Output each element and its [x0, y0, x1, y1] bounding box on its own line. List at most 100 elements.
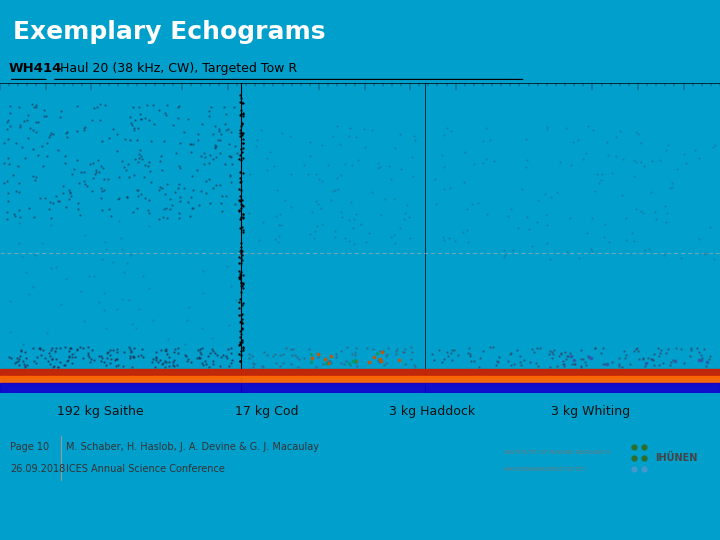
- Point: [47, 363, 58, 372]
- Point: [346, 350, 358, 359]
- Point: [62, 356, 73, 364]
- Point: [427, 350, 438, 359]
- Point: [199, 357, 211, 366]
- Point: [72, 102, 84, 110]
- Point: [235, 94, 247, 103]
- Point: [139, 194, 150, 202]
- Point: [53, 197, 65, 206]
- Point: [325, 352, 336, 360]
- Point: [276, 129, 287, 137]
- Point: [187, 204, 199, 212]
- Point: [381, 350, 392, 359]
- Point: [366, 188, 378, 197]
- Point: [15, 345, 27, 354]
- Point: [82, 348, 94, 357]
- Point: [631, 205, 642, 213]
- Point: [125, 251, 137, 260]
- Point: [0, 179, 9, 187]
- Point: [617, 155, 629, 164]
- Point: [13, 354, 24, 363]
- Point: [582, 353, 594, 361]
- Point: [163, 362, 175, 370]
- Point: [225, 153, 237, 161]
- Point: [442, 124, 454, 133]
- Point: [65, 188, 76, 197]
- Point: [127, 319, 138, 328]
- Point: [626, 228, 638, 237]
- Point: [351, 210, 362, 218]
- Point: [184, 140, 196, 149]
- Point: [585, 245, 597, 254]
- Point: [237, 138, 248, 147]
- Point: [492, 357, 503, 366]
- Point: [328, 187, 339, 195]
- Point: [174, 161, 185, 170]
- Point: [3, 159, 14, 168]
- Point: [304, 152, 315, 160]
- Point: [74, 343, 86, 352]
- Point: [598, 233, 610, 241]
- Point: [379, 361, 390, 370]
- Point: [129, 344, 140, 353]
- Point: [4, 297, 15, 306]
- Point: [10, 139, 22, 148]
- Point: [138, 352, 149, 361]
- Point: [639, 245, 651, 254]
- Point: [10, 358, 22, 367]
- Point: [30, 100, 41, 109]
- Point: [373, 357, 384, 366]
- Point: [135, 350, 147, 359]
- Point: [235, 269, 246, 278]
- Point: [361, 344, 372, 353]
- Point: [233, 274, 245, 282]
- Point: [521, 163, 532, 171]
- Point: [438, 163, 449, 172]
- Point: [128, 125, 140, 134]
- Point: [624, 360, 636, 368]
- Point: [210, 140, 221, 149]
- Point: [78, 317, 89, 326]
- Point: [234, 259, 246, 268]
- Point: [235, 318, 246, 327]
- Point: [98, 289, 109, 298]
- Point: [1, 117, 12, 126]
- Point: [84, 160, 96, 168]
- Point: [389, 194, 400, 203]
- Point: [89, 104, 100, 112]
- Point: [71, 156, 83, 165]
- Point: [217, 350, 228, 359]
- Text: Haul 20 (38 kHz, CW), Targeted Tow R: Haul 20 (38 kHz, CW), Targeted Tow R: [52, 62, 297, 75]
- Point: [310, 362, 322, 371]
- Point: [55, 300, 67, 308]
- Point: [377, 347, 389, 355]
- Point: [150, 356, 162, 364]
- Point: [193, 200, 204, 209]
- Point: [221, 262, 233, 271]
- Point: [703, 355, 715, 363]
- Text: M. Schaber, H. Haslob, J. A. Devine & G. J. Macaulay: M. Schaber, H. Haslob, J. A. Devine & G.…: [66, 442, 319, 453]
- Point: [81, 181, 93, 190]
- Point: [621, 350, 632, 359]
- Point: [45, 360, 56, 368]
- Point: [112, 194, 124, 203]
- Point: [234, 111, 246, 119]
- Point: [125, 347, 137, 355]
- Point: [192, 136, 203, 144]
- Point: [521, 213, 533, 221]
- Point: [635, 158, 647, 167]
- Point: [235, 333, 246, 341]
- Point: [330, 350, 341, 359]
- Point: [196, 119, 207, 128]
- Point: [567, 138, 579, 146]
- Point: [399, 345, 410, 353]
- Point: [98, 305, 109, 314]
- Point: [104, 346, 116, 355]
- Point: [193, 354, 204, 363]
- Point: [41, 328, 53, 337]
- Point: [313, 174, 325, 183]
- Point: [145, 137, 157, 146]
- Point: [185, 358, 197, 367]
- Point: [237, 228, 248, 237]
- Text: INSTITUTE OF MARINE RESEARCH: INSTITUTE OF MARINE RESEARCH: [504, 450, 610, 455]
- Point: [698, 248, 710, 257]
